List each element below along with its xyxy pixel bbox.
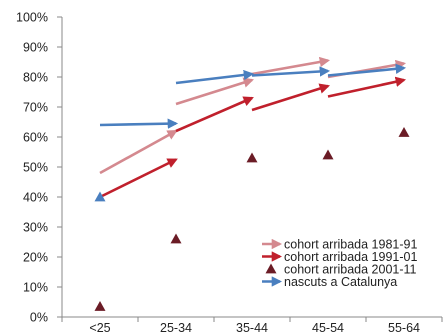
data-point <box>322 149 334 160</box>
y-tick-label: 60% <box>23 131 48 145</box>
legend-swatch <box>265 263 277 274</box>
series-arrow-segment <box>251 66 331 77</box>
legend-label: nascuts a Catalunya <box>284 275 397 289</box>
legend-item: cohort arribada 1991-01 <box>262 250 417 264</box>
x-axis-ticks: <25 25-34 35-44 45-54 55-64 <box>61 317 443 333</box>
data-point <box>94 301 106 311</box>
data-point <box>246 152 258 163</box>
series-3 <box>94 63 407 202</box>
y-tick-label: 90% <box>23 41 48 55</box>
y-tick-label: 70% <box>23 101 48 115</box>
legend-item: cohort arribada 2001-11 <box>265 263 417 277</box>
series-arrow-segment <box>175 69 255 85</box>
series-arrow-segment <box>175 77 254 106</box>
series-arrow-segment <box>99 118 179 129</box>
series-arrow-segment <box>99 158 178 199</box>
x-tick-label: 25-34 <box>160 321 192 333</box>
y-tick-label: 40% <box>23 191 48 205</box>
series-arrow-segment <box>327 63 407 77</box>
legend-item: nascuts a Catalunya <box>262 275 397 289</box>
series-arrow-segment <box>175 96 254 133</box>
chart-marks <box>94 56 410 311</box>
legend-item: cohort arribada 1981-91 <box>262 238 417 252</box>
y-tick-label: 0% <box>30 311 48 325</box>
series-arrow-segment <box>327 76 407 98</box>
series-start-marker <box>94 191 106 202</box>
legend-label: cohort arribada 1981-91 <box>284 238 417 252</box>
data-point <box>398 127 410 137</box>
x-tick-label: 45-54 <box>312 321 344 333</box>
series-arrow-segment <box>251 83 330 112</box>
y-tick-label: 30% <box>23 221 48 235</box>
y-tick-label: 80% <box>23 71 48 85</box>
series-arrow-segment <box>251 56 331 76</box>
y-tick-label: 20% <box>23 251 48 265</box>
legend-label: cohort arribada 2001-11 <box>284 263 417 277</box>
series-2 <box>94 127 410 311</box>
y-axis-ticks: 0% 10% 20% 30% 40% 50% 60% 70% 80% 90% 100% <box>16 11 62 325</box>
y-tick-label: 50% <box>23 161 48 175</box>
y-tick-label: 100% <box>16 11 48 25</box>
series-1 <box>99 76 407 199</box>
y-tick-label: 10% <box>23 281 48 295</box>
x-tick-label: 55-64 <box>388 321 420 333</box>
series-arrow-segment <box>99 129 178 175</box>
data-point <box>170 233 182 244</box>
series-0 <box>99 56 407 175</box>
x-tick-label: <25 <box>89 321 110 333</box>
x-tick-label: 35-44 <box>236 321 268 333</box>
legend-label: cohort arribada 1991-01 <box>284 250 417 264</box>
